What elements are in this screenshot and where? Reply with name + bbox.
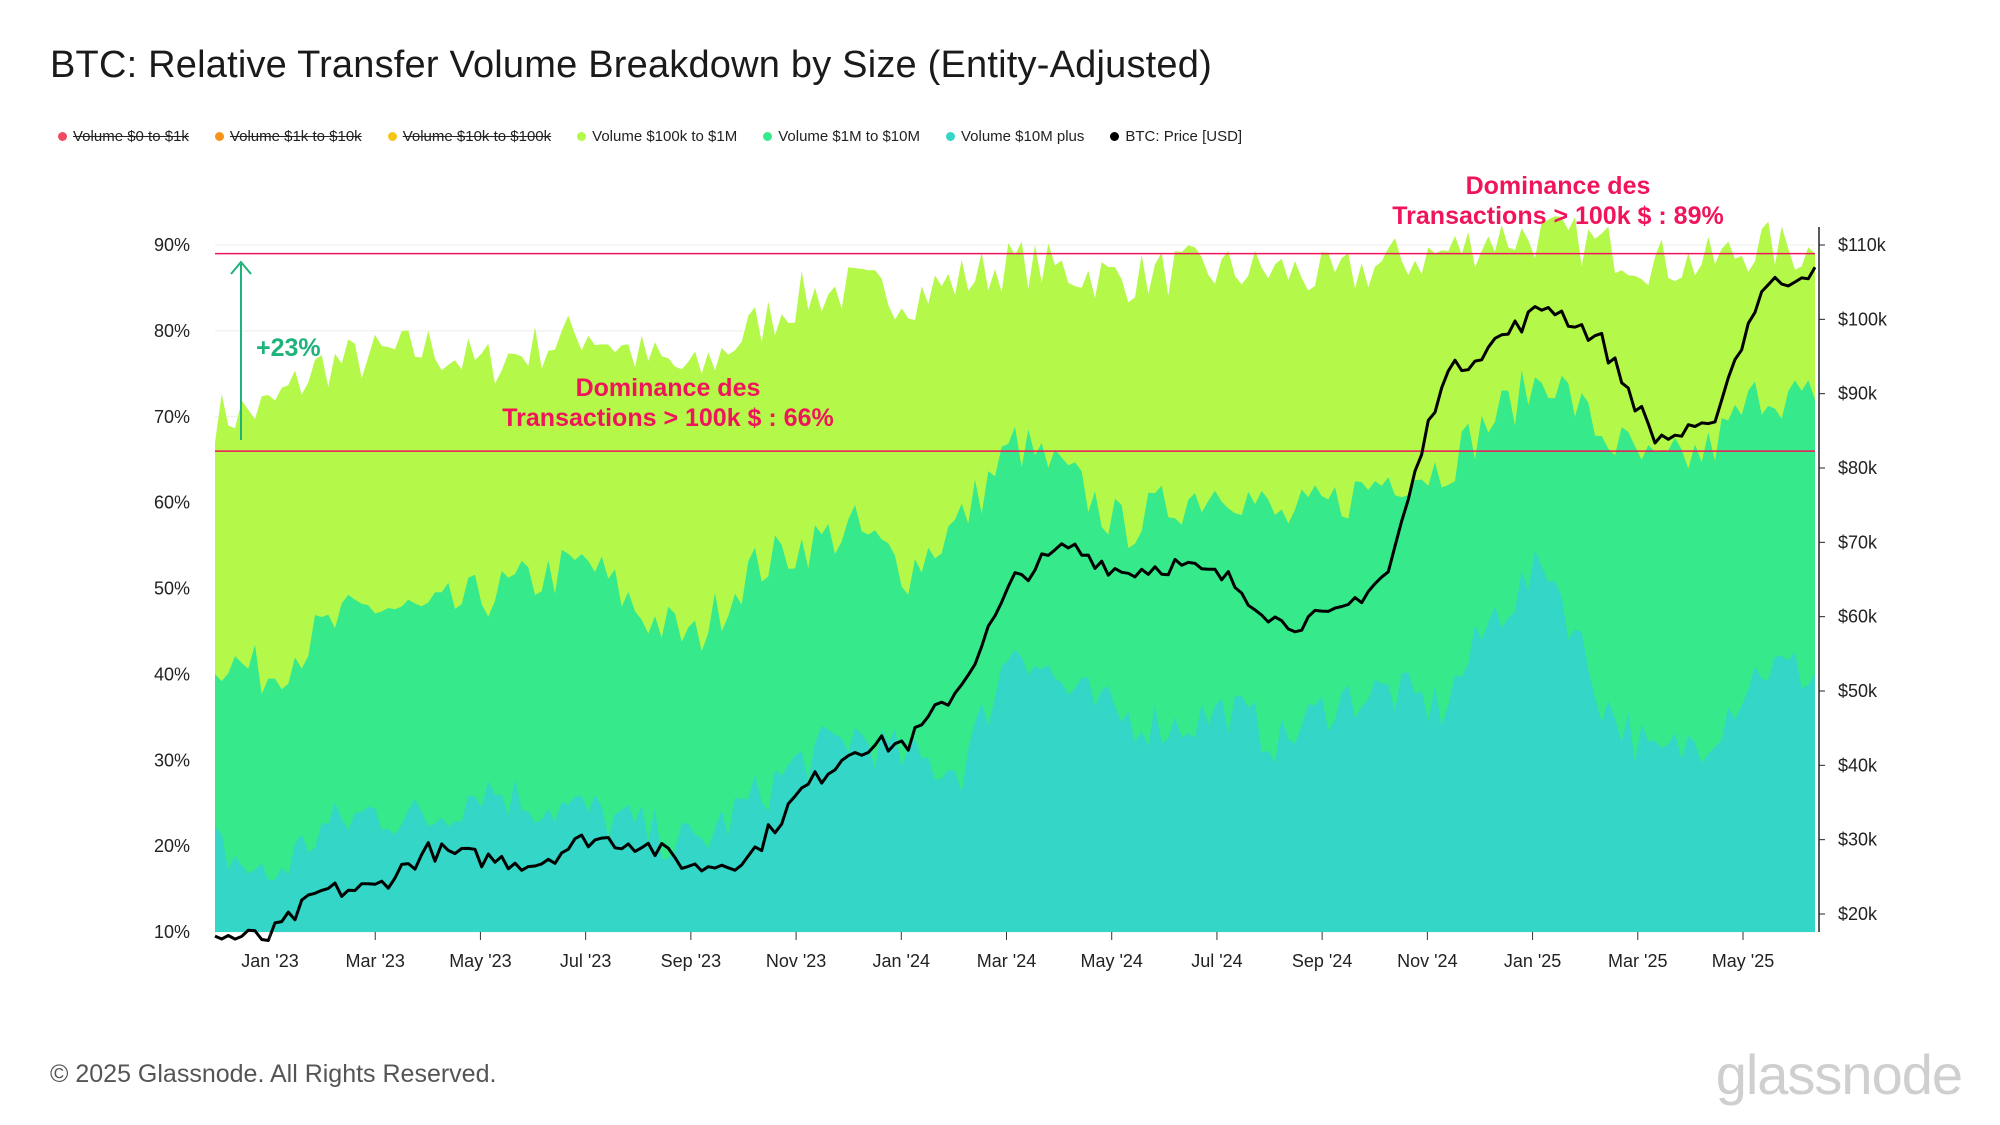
- y-left-tick-label: 40%: [154, 664, 190, 684]
- legend-dot-icon: [58, 132, 67, 141]
- legend-item-volume-10k-100k[interactable]: Volume $10k to $100k: [387, 128, 552, 145]
- chart-legend: Volume $0 to $1k Volume $1k to $10k Volu…: [58, 128, 1242, 145]
- legend-dot-icon: [763, 132, 773, 141]
- x-tick-label: Mar '25: [1608, 951, 1667, 971]
- legend-item-volume-10m-plus[interactable]: Volume $10M plus: [945, 128, 1085, 145]
- annotation-mid-line1: Dominance des: [576, 374, 761, 402]
- annotation-top-line2: Transactions > 100k $ : 89%: [1392, 202, 1723, 230]
- chart-title: BTC: Relative Transfer Volume Breakdown …: [50, 44, 1212, 86]
- legend-item-volume-1k-10k[interactable]: Volume $1k to $10k: [214, 128, 362, 145]
- area-series-1: [215, 550, 1815, 932]
- legend-dot-icon: [387, 132, 397, 141]
- legend-dot-icon: [1110, 132, 1120, 141]
- y-right-tick-label: $90k: [1838, 384, 1878, 404]
- legend-label: Volume $100k to $1M: [592, 128, 738, 145]
- annotation-increase: +23%: [256, 334, 321, 362]
- legend-dot-icon: [577, 132, 587, 141]
- legend-label: Volume $10k to $100k: [402, 128, 552, 145]
- legend-label: Volume $1M to $10M: [778, 128, 920, 145]
- copyright-footer: © 2025 Glassnode. All Rights Reserved.: [50, 1060, 497, 1088]
- x-tick-label: May '25: [1712, 951, 1774, 971]
- annotation-top-line1: Dominance des: [1466, 172, 1651, 200]
- x-tick-label: Jan '23: [241, 951, 298, 971]
- x-tick-label: Jul '23: [560, 951, 611, 971]
- legend-label: Volume $1k to $10k: [229, 128, 362, 145]
- y-left-tick-label: 60%: [154, 493, 190, 513]
- y-right-tick-label: $70k: [1838, 532, 1878, 552]
- y-right-tick-label: $100k: [1838, 309, 1888, 329]
- x-tick-label: Mar '24: [977, 951, 1036, 971]
- y-right-tick-label: $80k: [1838, 458, 1878, 478]
- x-tick-label: Sep '24: [1292, 951, 1353, 971]
- price-line: [214, 266, 1817, 942]
- x-tick-label: Jul '24: [1191, 951, 1242, 971]
- y-right-tick-label: $50k: [1838, 681, 1878, 701]
- legend-item-volume-100k-1m[interactable]: Volume $100k to $1M: [577, 128, 737, 145]
- x-tick-label: Nov '23: [766, 951, 826, 971]
- legend-item-volume-0-1k[interactable]: Volume $0 to $1k: [58, 128, 189, 145]
- y-right-tick-label: $20k: [1838, 904, 1878, 924]
- y-left-tick-label: 20%: [154, 836, 190, 856]
- legend-dot-icon: [214, 132, 224, 141]
- y-left-tick-label: 80%: [154, 321, 190, 341]
- x-tick-label: May '24: [1080, 951, 1142, 971]
- x-tick-label: Nov '24: [1397, 951, 1457, 971]
- x-tick-label: Jan '24: [873, 951, 930, 971]
- x-tick-label: Jan '25: [1504, 951, 1561, 971]
- chart-axes: 10% 20% 30% 40% 50% 60% 70% 80% 90% $20k $30k $40k $…: [154, 227, 1888, 971]
- brand-logo: glassnode: [1715, 1043, 1963, 1106]
- legend-label: Volume $0 to $1k: [73, 128, 189, 145]
- increase-arrow-icon: [230, 260, 252, 275]
- annotation-mid-line2: Transactions > 100k $ : 66%: [502, 404, 833, 432]
- x-tick-label: Mar '23: [345, 951, 404, 971]
- y-right-tick-label: $40k: [1838, 755, 1878, 775]
- y-right-tick-label: $30k: [1838, 830, 1878, 850]
- legend-item-btc-price[interactable]: BTC: Price [USD]: [1110, 128, 1242, 145]
- chart-threshold-lines: [215, 252, 1815, 452]
- y-left-tick-label: 30%: [154, 750, 190, 770]
- legend-dot-icon: [945, 132, 955, 141]
- y-left-tick-label: 90%: [154, 235, 190, 255]
- x-tick-label: May '23: [449, 951, 511, 971]
- y-left-tick-label: 50%: [154, 579, 190, 599]
- x-tick-label: Sep '23: [661, 951, 722, 971]
- y-right-tick-label: $110k: [1838, 235, 1887, 255]
- legend-label: Volume $10M plus: [960, 128, 1085, 145]
- legend-label: BTC: Price [USD]: [1125, 128, 1243, 145]
- legend-item-volume-1m-10m[interactable]: Volume $1M to $10M: [763, 128, 920, 145]
- y-left-tick-label: 10%: [154, 922, 190, 942]
- y-right-tick-label: $60k: [1838, 607, 1878, 627]
- y-left-tick-label: 70%: [154, 407, 190, 427]
- chart-price-layer: [214, 266, 1817, 942]
